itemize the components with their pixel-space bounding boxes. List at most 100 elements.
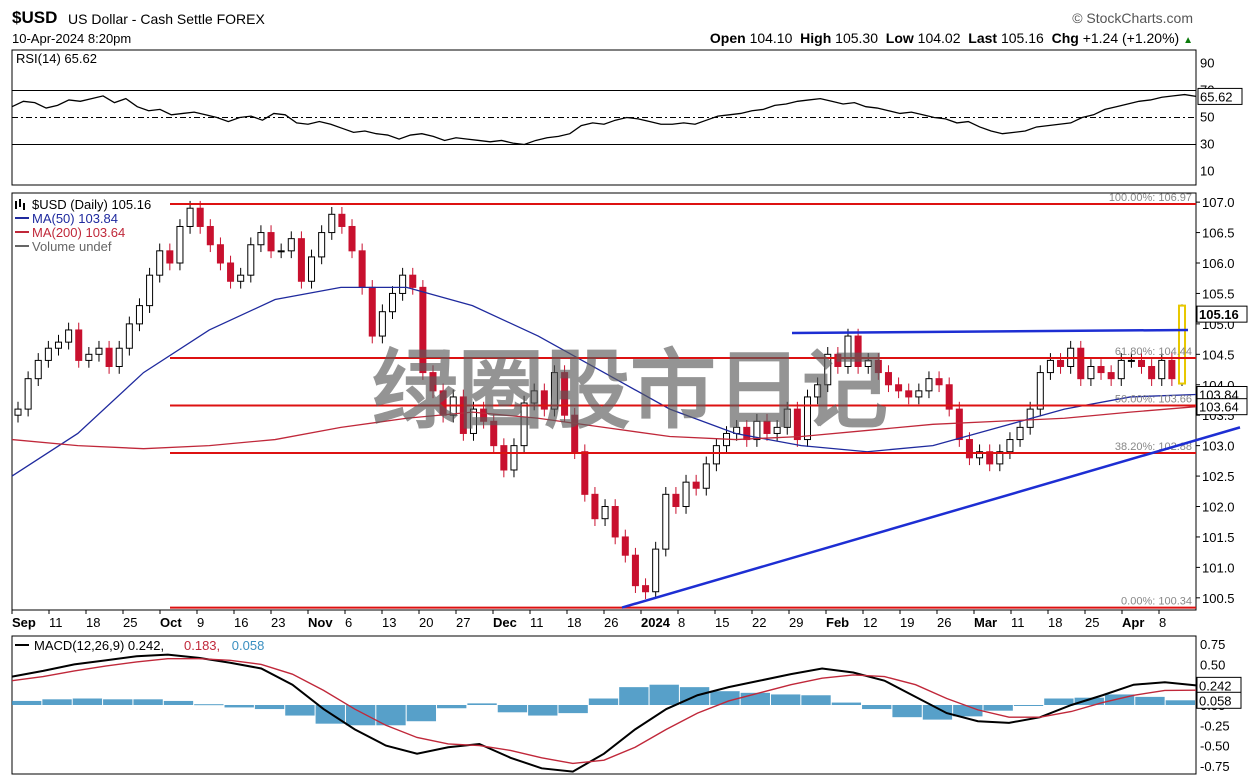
candle-body (925, 378, 933, 392)
candle-body (733, 426, 741, 434)
price-tick-label: 106.0 (1202, 256, 1235, 271)
candle-body (419, 286, 427, 374)
brand-logo[interactable]: © StockCharts.com (1072, 10, 1193, 26)
macd-histogram-bar (770, 694, 801, 705)
macd-histogram-bar (194, 704, 224, 706)
candle-body (561, 372, 569, 416)
price-tick-label: 103.0 (1202, 439, 1235, 454)
macd-histogram-bar (497, 705, 528, 713)
candle-body (1057, 359, 1065, 367)
legend-label: MA(200) 103.64 (32, 225, 125, 240)
x-tick-label: 23 (271, 615, 285, 630)
candle-body (631, 554, 639, 587)
candle-body (490, 420, 498, 447)
x-tick-label: Oct (160, 615, 182, 630)
x-tick-label: 19 (900, 615, 914, 630)
watermark-text: 绿圈股市日记 (372, 343, 888, 439)
candle-body (348, 225, 356, 252)
price-value-box (1196, 305, 1248, 323)
price-tick-label: 103.5 (1202, 408, 1235, 423)
x-tick-label: 26 (604, 615, 618, 630)
macd-histogram-bar (649, 684, 679, 705)
high-label: High (800, 30, 832, 46)
macd-histogram-bar (953, 705, 983, 717)
trendline (621, 426, 1241, 609)
macd-tick-label: 0.50 (1200, 657, 1225, 672)
candle-body (682, 481, 690, 508)
price-tick-label: 102.5 (1202, 469, 1235, 484)
macd-histogram-bar (1013, 705, 1044, 706)
candle-body (135, 305, 143, 325)
x-tick-label: 8 (1159, 615, 1166, 630)
x-tick-label: 2024 (641, 615, 671, 630)
macd-tick-label: -0.50 (1200, 739, 1230, 754)
macd-tick-label: 0.25 (1200, 678, 1225, 693)
candle-body (864, 359, 872, 367)
candle-body (1097, 365, 1105, 374)
chart-date: 10-Apr-2024 8:20pm (12, 31, 132, 46)
candle-body (105, 347, 113, 367)
candle-body (601, 506, 609, 520)
x-tick-label: 16 (234, 615, 248, 630)
macd-histogram-bar (254, 705, 285, 710)
price-tick-label: 105.0 (1202, 317, 1235, 332)
rsi-panel-frame (11, 49, 1197, 186)
candle-body (803, 396, 812, 441)
macd-histogram-bar (801, 695, 831, 705)
x-tick-label: 18 (86, 615, 100, 630)
macd-histogram-bar (588, 698, 619, 705)
candle-body (712, 445, 720, 465)
up-arrow-icon: ▲ (1183, 35, 1193, 46)
candle-body (378, 311, 386, 337)
candle-body (287, 238, 295, 252)
candle-body (1168, 359, 1176, 380)
candle-body (328, 213, 336, 234)
price-tick-label: 107.0 (1202, 195, 1235, 210)
candle-body (773, 426, 781, 434)
candle-body (621, 536, 629, 556)
macd-histogram-bar (710, 691, 740, 705)
candle-body (814, 384, 822, 398)
price-tick-label: 101.0 (1202, 560, 1235, 575)
candle-body (1127, 359, 1135, 362)
macd-tick-label: -0.25 (1200, 718, 1230, 733)
macd-histogram-bar (376, 705, 406, 726)
macd-histogram-bar (163, 700, 194, 705)
candle-body (469, 408, 477, 434)
candle-body (723, 432, 731, 447)
fib-label: 50.00%: 103.66 (1115, 393, 1192, 405)
macd-histogram-bar (619, 687, 649, 705)
candle-body (156, 250, 164, 276)
macd-histogram-bar (437, 705, 467, 709)
high-value: 105.30 (835, 30, 878, 46)
candle-body (308, 256, 316, 282)
x-tick-label: 26 (937, 615, 951, 630)
candle-body (409, 274, 417, 288)
candle-body (318, 232, 326, 258)
candle-body (915, 390, 923, 398)
macd-legend-label: MACD(12,26,9) 0.242, (34, 638, 164, 653)
candle-body (1087, 365, 1095, 380)
fib-label: 0.00%: 100.34 (1121, 596, 1192, 608)
x-tick-label: 18 (1048, 615, 1062, 630)
candle-body (65, 329, 73, 343)
x-tick-label: Nov (308, 615, 333, 630)
macd-histogram-bar (1165, 700, 1195, 705)
macd-value-label: 0.242 (1199, 678, 1232, 693)
fib-label: 100.00%: 106.97 (1109, 192, 1192, 204)
candle-body (874, 359, 882, 374)
candle-body (581, 451, 589, 495)
candle-body (267, 232, 275, 252)
candle-body (571, 414, 579, 453)
macd-histogram-bar (740, 692, 770, 705)
macd-histogram-bar (831, 702, 862, 705)
last-candle-highlight (1177, 304, 1187, 385)
macd-histogram-bar (406, 705, 437, 722)
macd-line (11, 653, 1197, 773)
candle-body (500, 445, 508, 471)
price-tick-label: 106.5 (1202, 226, 1235, 241)
candle-body (459, 396, 467, 434)
last-label: Last (968, 30, 998, 46)
candle-body (591, 493, 599, 520)
